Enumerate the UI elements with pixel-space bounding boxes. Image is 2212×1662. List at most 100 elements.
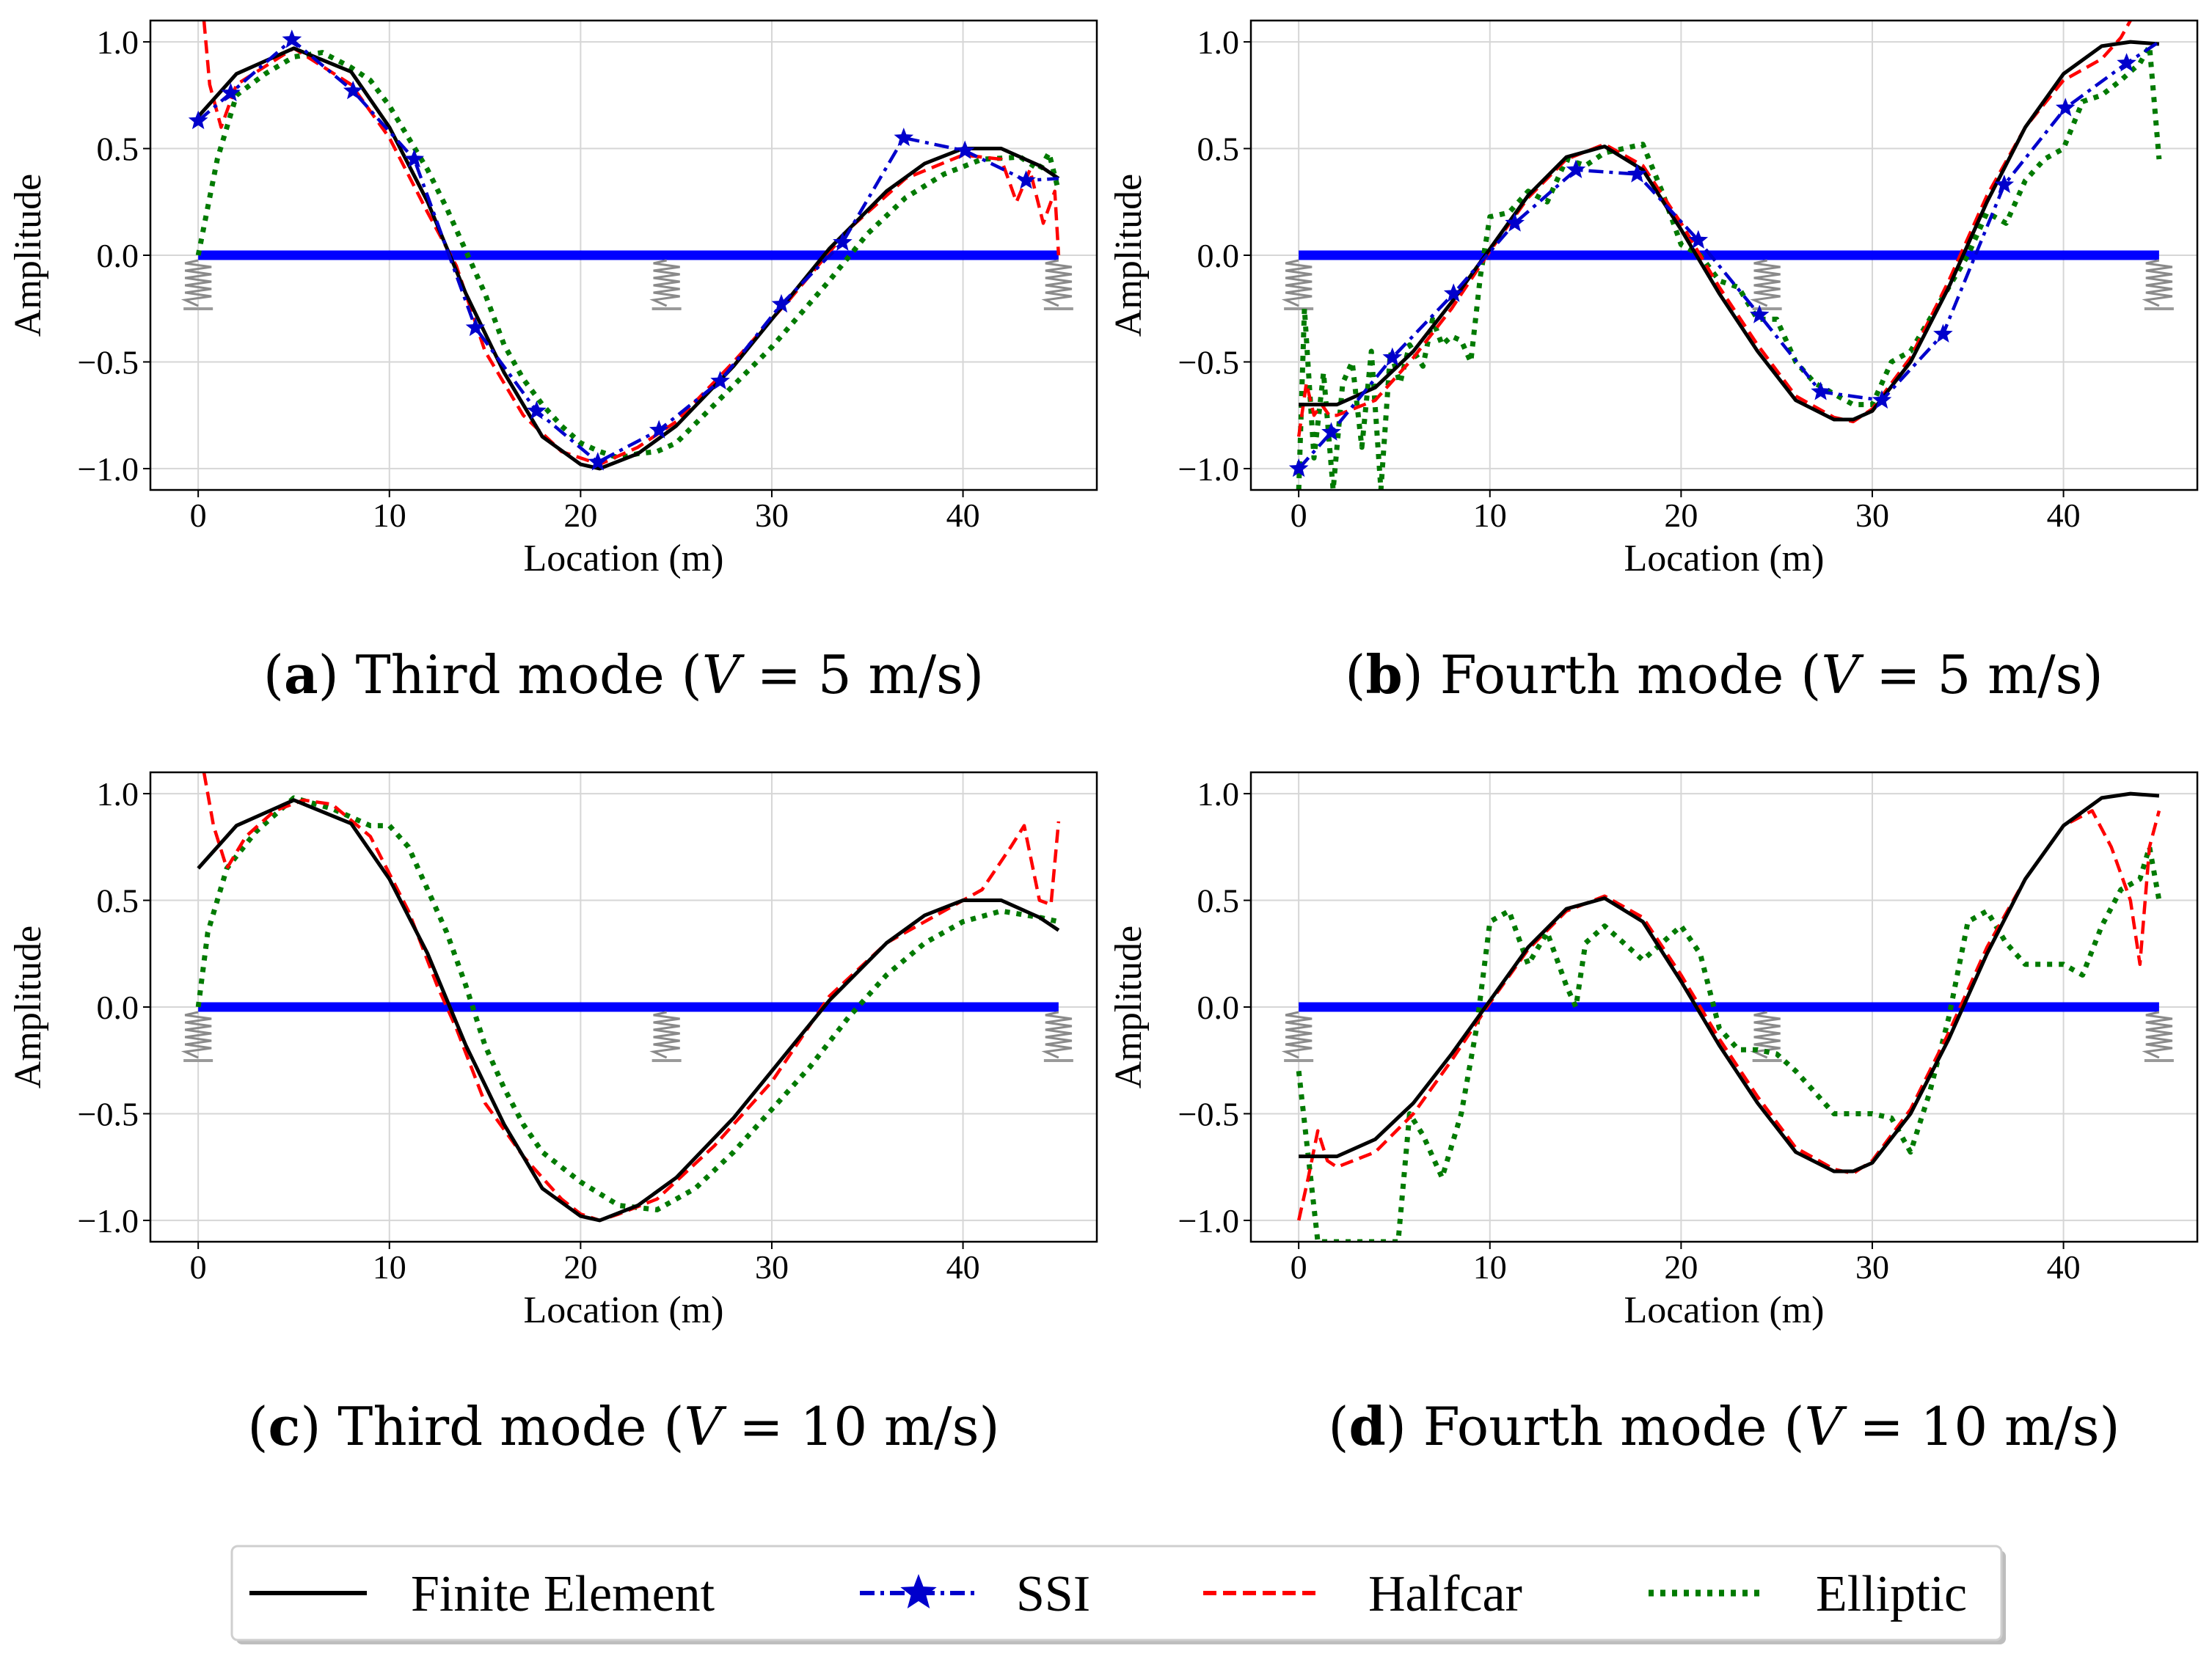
ssi-marker <box>527 400 547 420</box>
spring-coil <box>1281 1011 1313 1059</box>
x-tick-label: 0 <box>1291 1248 1307 1286</box>
spring-support <box>180 1011 213 1062</box>
axes-frame <box>149 19 1098 491</box>
spring-coil <box>649 1011 680 1059</box>
x-axis-label: Location (m) <box>1624 538 1825 579</box>
legend-star-marker <box>900 1574 937 1608</box>
y-tick-label: 0.5 <box>1197 131 1240 168</box>
spring-coil <box>2142 1011 2173 1059</box>
panel-b: (b) Fourth mode (V = 5 m/s) 0 10 20 30 40 1.0… <box>1108 19 2199 706</box>
x-tick-label: 0 <box>1291 497 1307 534</box>
ssi-marker <box>1627 164 1647 183</box>
x-tick-label: 40 <box>946 497 980 534</box>
spring-coil <box>180 1011 212 1059</box>
ssi-marker <box>1994 175 2015 194</box>
series-halfcar <box>202 21 1061 466</box>
ssi-marker <box>188 110 208 130</box>
spring-support <box>2142 1011 2174 1062</box>
x-axis-label: Location (m) <box>524 538 724 579</box>
ssi-marker <box>588 452 608 471</box>
x-axis-label: Location (m) <box>524 1289 724 1331</box>
series-layer <box>1296 791 2162 1242</box>
caption-speed: 5 m/s <box>818 644 963 706</box>
x-tick-label: 30 <box>755 1248 789 1286</box>
ssi-marker <box>465 317 486 337</box>
y-tick-label: 1.0 <box>97 775 139 813</box>
spring-support <box>1041 259 1073 310</box>
axes-frame <box>1249 19 2199 491</box>
spring-support <box>1281 259 1314 310</box>
ssi-marker <box>1688 230 1709 249</box>
ssi-marker <box>710 370 730 389</box>
series-elliptic <box>195 50 1062 461</box>
ssi-marker <box>1505 213 1525 232</box>
caption-speed: 5 m/s <box>1937 644 2082 706</box>
x-tick-label: 40 <box>2047 497 2081 534</box>
ssi-marker <box>2055 98 2076 117</box>
caption-mode: Third mode <box>356 644 665 706</box>
y-tick-label: 1.0 <box>1197 23 1240 61</box>
caption-c: (c) Third mode (V = 10 m/s) <box>247 1395 999 1457</box>
y-axis-label: Amplitude <box>7 926 49 1088</box>
caption-letter: b <box>1365 643 1402 706</box>
ssi-marker <box>404 149 424 168</box>
series-elliptic <box>1296 43 2162 490</box>
caption-b: (b) Fourth mode (V = 5 m/s) <box>1345 643 2103 706</box>
series-halfcar <box>1297 809 2161 1221</box>
y-tick-label: 0.0 <box>1197 989 1240 1026</box>
caption-a: (a) Third mode (V = 5 m/s) <box>263 643 984 706</box>
caption-mode: Fourth mode <box>1440 644 1784 706</box>
spring-coil <box>1281 259 1313 307</box>
series-elliptic <box>195 795 1059 1212</box>
panel-c: (c) Third mode (V = 10 m/s) 0 10 20 30 40 1.0… <box>7 771 1098 1457</box>
ssi-marker <box>1872 389 1892 409</box>
spring-coil <box>1041 1011 1073 1059</box>
legend-label: Halfcar <box>1368 1566 1522 1622</box>
ssi-marker <box>1288 458 1309 477</box>
x-tick-label: 20 <box>563 1248 597 1286</box>
legend-label: Elliptic <box>1816 1566 1967 1622</box>
spring-support <box>180 259 213 310</box>
series-finite-element <box>197 798 1060 1223</box>
spring-coil <box>1750 259 1781 307</box>
y-tick-label: −0.5 <box>78 1095 139 1132</box>
x-tick-label: 10 <box>373 497 406 534</box>
legend-label: Finite Element <box>411 1566 715 1622</box>
y-tick-label: 0.5 <box>1197 882 1240 920</box>
y-tick-label: −0.5 <box>1178 343 1239 381</box>
ssi-marker <box>2117 53 2136 72</box>
legend-entry: Elliptic <box>1649 1566 1967 1622</box>
legend-entry: Halfcar <box>1203 1566 1522 1622</box>
ssi-marker <box>649 420 669 439</box>
y-tick-label: −1.0 <box>1178 450 1239 488</box>
series-layer <box>188 21 1062 471</box>
ssi-marker <box>343 81 363 100</box>
x-tick-label: 10 <box>1473 497 1507 534</box>
ssi-marker <box>833 232 853 251</box>
ssi-marker <box>1566 159 1586 178</box>
spring-support <box>1281 1011 1314 1062</box>
y-tick-label: 1.0 <box>97 23 139 61</box>
panel-a: (a) Third mode (V = 5 m/s) 0 10 20 30 40 1.0 0… <box>7 19 1098 706</box>
y-tick-label: 0.0 <box>97 237 139 274</box>
spring-coil <box>649 259 680 307</box>
x-tick-label: 30 <box>755 497 789 534</box>
series-halfcar <box>202 772 1061 1223</box>
spring-support <box>1750 259 1782 310</box>
legend-label: SSI <box>1016 1566 1090 1622</box>
ssi-marker <box>1811 381 1830 400</box>
spring-support <box>1041 1011 1073 1062</box>
x-tick-label: 10 <box>1473 1248 1507 1286</box>
ssi-marker <box>1321 422 1341 441</box>
series-finite-element <box>197 46 1060 471</box>
spring-coil <box>1750 1011 1781 1059</box>
spring-support <box>1750 1011 1782 1062</box>
ssi-marker <box>1382 347 1403 366</box>
caption-mode: Fourth mode <box>1423 1396 1767 1457</box>
y-axis-label: Amplitude <box>1108 174 1150 337</box>
ssi-marker <box>1933 323 1953 343</box>
caption-letter: d <box>1348 1395 1385 1457</box>
y-tick-label: −1.0 <box>78 1202 139 1240</box>
spring-support <box>649 259 682 310</box>
y-tick-label: 0.0 <box>1197 237 1240 274</box>
